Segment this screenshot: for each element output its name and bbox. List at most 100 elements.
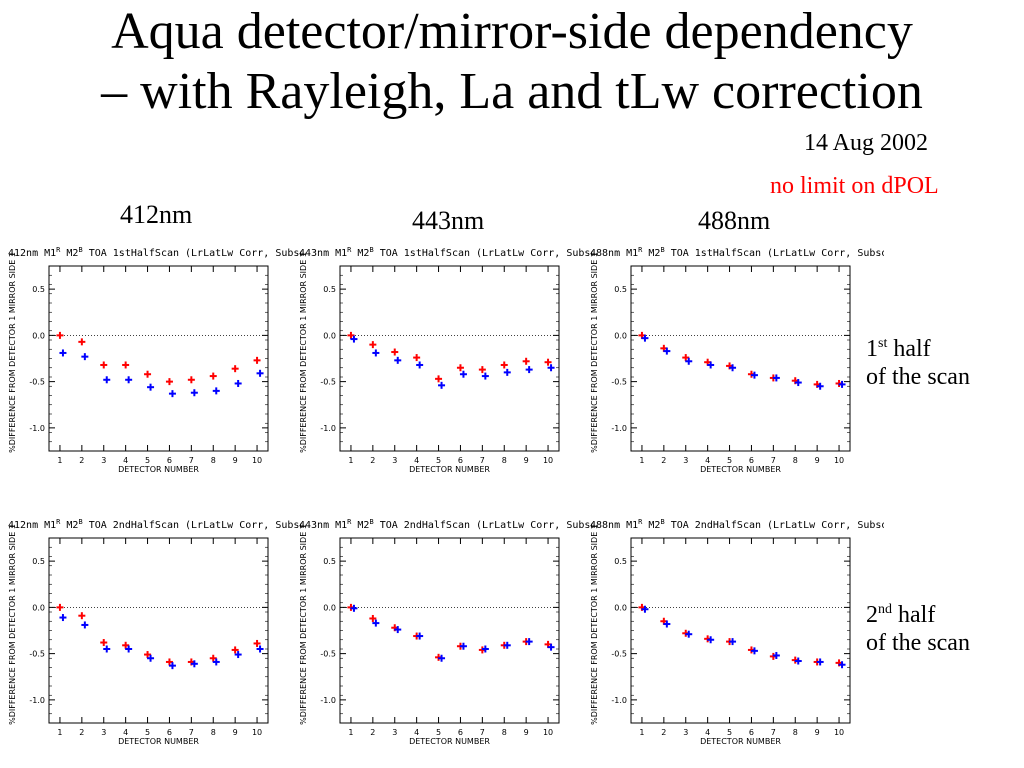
blue-point	[394, 626, 402, 634]
plot-title: 443nm M1R M2B TOA 2ndHalfScan (LrLatLw C…	[299, 518, 593, 531]
blue-point	[81, 353, 89, 361]
x-tick-label: 5	[727, 728, 732, 737]
blue-point	[641, 605, 649, 613]
plot-frame	[48, 537, 269, 724]
y-axis-label: %DIFFERENCE FROM DETECTOR 1 MIRROR SIDE …	[8, 252, 17, 453]
x-axis-label: DETECTOR NUMBER	[118, 465, 199, 474]
red-point	[209, 654, 217, 662]
red-point	[144, 370, 152, 378]
blue-point	[750, 647, 758, 655]
date-label: 14 Aug 2002	[804, 130, 929, 156]
y-axis-label: %DIFFERENCE FROM DETECTOR 1 MIRROR SIDE …	[299, 252, 308, 453]
y-tick-label: -0.5	[320, 378, 336, 387]
y-tick-label: 0.5	[614, 285, 627, 294]
blue-point	[503, 641, 511, 649]
x-tick-label: 8	[793, 456, 798, 465]
blue-point	[481, 645, 489, 653]
red-point	[478, 366, 486, 374]
red-point	[369, 614, 377, 622]
blue-point	[234, 379, 242, 387]
chart-412-first-half: 412nm M1R M2B TOA 1stHalfScan (LrLatLw C…	[8, 246, 302, 474]
chart-443-second-half: 443nm M1R M2B TOA 2ndHalfScan (LrLatLw C…	[299, 518, 593, 746]
y-tick-label: -0.5	[29, 378, 45, 387]
red-point	[347, 331, 355, 339]
x-tick-label: 6	[167, 728, 172, 737]
y-tick-label: -1.0	[29, 696, 45, 705]
red-point	[122, 361, 130, 369]
y-tick-label: -0.5	[611, 650, 627, 659]
band-443-label: 443nm	[412, 206, 485, 235]
plot-title: 488nm M1R M2B TOA 2ndHalfScan (LrLatLw C…	[590, 518, 884, 531]
red-point	[369, 341, 377, 349]
x-tick-label: 10	[543, 456, 553, 465]
y-tick-label: -0.5	[611, 378, 627, 387]
y-axis-label: %DIFFERENCE FROM DETECTOR 1 MIRROR SIDE …	[8, 524, 17, 725]
blue-point	[547, 643, 555, 651]
x-tick-label: 2	[79, 728, 84, 737]
y-tick-label: 0.5	[32, 557, 45, 566]
y-tick-label: 0.0	[323, 331, 336, 340]
row1-sup: st	[878, 336, 888, 351]
x-tick-label: 3	[392, 728, 397, 737]
x-tick-label: 8	[793, 728, 798, 737]
row2-word: half	[892, 602, 936, 628]
row2-line2: of the scan	[866, 630, 970, 656]
red-point	[187, 376, 195, 384]
blue-point	[641, 334, 649, 342]
x-tick-label: 2	[370, 728, 375, 737]
blue-point	[685, 357, 693, 365]
red-point	[56, 603, 64, 611]
blue-point	[125, 376, 133, 384]
plot-title: 412nm M1R M2B TOA 1stHalfScan (LrLatLw C…	[8, 246, 302, 259]
blue-point	[525, 638, 533, 646]
y-axis-label: %DIFFERENCE FROM DETECTOR 1 MIRROR SIDE …	[590, 524, 599, 725]
red-point	[122, 641, 130, 649]
blue-point	[212, 387, 220, 395]
x-tick-label: 7	[771, 456, 776, 465]
x-tick-label: 10	[834, 456, 844, 465]
y-tick-label: -1.0	[611, 424, 627, 433]
plot-title: 443nm M1R M2B TOA 1stHalfScan (LrLatLw C…	[299, 246, 593, 259]
red-point	[144, 651, 152, 659]
y-tick-label: -1.0	[320, 424, 336, 433]
blue-point	[350, 604, 358, 612]
y-tick-label: -1.0	[611, 696, 627, 705]
x-tick-label: 1	[57, 728, 62, 737]
blue-point	[394, 356, 402, 364]
red-point	[165, 378, 173, 386]
x-tick-label: 5	[436, 456, 441, 465]
blue-point	[438, 654, 446, 662]
blue-point	[816, 658, 824, 666]
x-tick-label: 10	[834, 728, 844, 737]
blue-point	[729, 638, 737, 646]
blue-point	[663, 347, 671, 355]
red-point	[231, 646, 239, 654]
row1-word: half	[887, 336, 931, 362]
red-point	[544, 358, 552, 366]
x-tick-label: 3	[683, 456, 688, 465]
red-point	[391, 348, 399, 356]
y-tick-label: 0.5	[323, 285, 336, 294]
x-tick-label: 7	[480, 456, 485, 465]
x-tick-label: 8	[502, 728, 507, 737]
x-tick-label: 5	[145, 728, 150, 737]
blue-point	[838, 380, 846, 388]
x-axis-label: DETECTOR NUMBER	[700, 465, 781, 474]
blue-point	[147, 383, 155, 391]
blue-point	[459, 370, 467, 378]
blue-point	[190, 660, 198, 668]
red-point	[413, 354, 421, 362]
blue-point	[838, 661, 846, 669]
blue-point	[103, 376, 111, 384]
blue-point	[168, 390, 176, 398]
x-tick-label: 9	[815, 728, 820, 737]
blue-point	[794, 379, 802, 387]
row2-label: 2nd half of the scan	[866, 596, 970, 657]
blue-point	[794, 657, 802, 665]
red-point	[165, 658, 173, 666]
red-point	[231, 365, 239, 373]
x-tick-label: 10	[252, 456, 262, 465]
row2-ordinal: 2	[866, 602, 878, 628]
blue-point	[481, 372, 489, 380]
plot-title: 412nm M1R M2B TOA 2ndHalfScan (LrLatLw C…	[8, 518, 302, 531]
